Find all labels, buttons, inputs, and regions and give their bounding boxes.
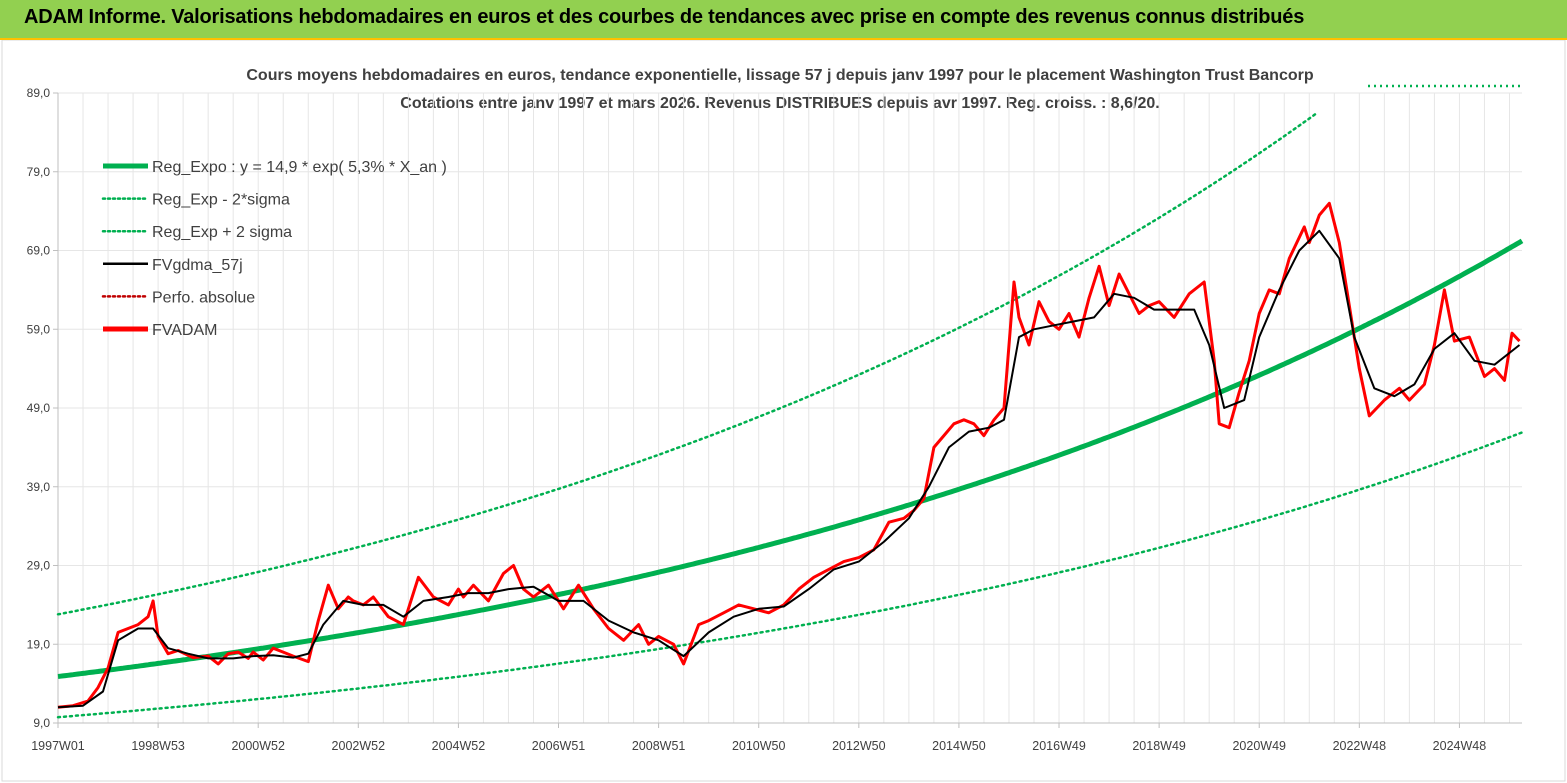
reg-minus-2sigma-line [56,431,1524,719]
x-tick-label: 2020W49 [1232,739,1286,753]
y-tick-label: 29,0 [27,559,51,573]
x-tick-label: 2024W48 [1433,739,1487,753]
chart: Cours moyens hebdomadaires en euros, ten… [1,40,1566,782]
y-tick-label: 59,0 [27,322,51,336]
legend-label: Perfo. absolue [152,289,255,306]
reg-plus-2sigma-line [56,111,1319,616]
reg-expo-line [57,238,1524,679]
y-tick-label: 69,0 [27,244,51,258]
legend-label: Reg_Exp - 2*sigma [152,192,290,209]
legend-label: FVgdma_57j [152,257,243,274]
series-fvadam-line [57,201,1521,709]
legend: Reg_Expo : y = 14,9 * exp( 5,3% * X_an )… [101,159,447,339]
y-tick-label: 39,0 [27,480,51,494]
x-tick-label: 2008W51 [632,739,686,753]
x-tick-label: 2018W49 [1132,739,1186,753]
legend-label: Reg_Exp + 2 sigma [152,224,292,241]
x-tick-label: 2012W50 [832,739,886,753]
plot-curves [56,111,1524,719]
y-tick-label: 19,0 [27,637,51,651]
x-axis: 1997W01 1998W53 2000W52 2002W52 2004W52 2006W… [31,722,1522,753]
x-tick-label: 1997W01 [31,739,85,753]
x-tick-label: 2016W49 [1032,739,1086,753]
x-tick-label: 2002W52 [332,739,386,753]
y-tick-label: 79,0 [27,165,51,179]
x-tick-label: 2006W51 [532,739,586,753]
legend-label: FVADAM [152,322,217,339]
y-axis: 89,0 79,0 69,0 59,0 49,0 39,0 29,0 19,0 9,0 [27,86,59,730]
x-tick-label: 2000W52 [231,739,285,753]
chart-title-line2: Cotations entre janv 1997 et mars 2026. … [400,95,1159,112]
x-tick-label: 1998W53 [131,739,185,753]
y-tick-label: 9,0 [33,716,50,730]
x-tick-label: 2010W50 [732,739,786,753]
header-banner: ADAM Informe. Valorisations hebdomadaire… [0,0,1567,40]
page-title: ADAM Informe. Valorisations hebdomadaire… [24,6,1305,28]
legend-label: Reg_Expo : y = 14,9 * exp( 5,3% * X_an ) [152,159,447,176]
y-tick-label: 49,0 [27,401,51,415]
y-tick-label: 89,0 [27,86,51,100]
series-fvgdma-line [57,229,1521,709]
x-tick-label: 2014W50 [932,739,986,753]
x-tick-label: 2004W52 [432,739,486,753]
chart-title-line1: Cours moyens hebdomadaires en euros, ten… [246,67,1313,84]
x-tick-label: 2022W48 [1333,739,1387,753]
